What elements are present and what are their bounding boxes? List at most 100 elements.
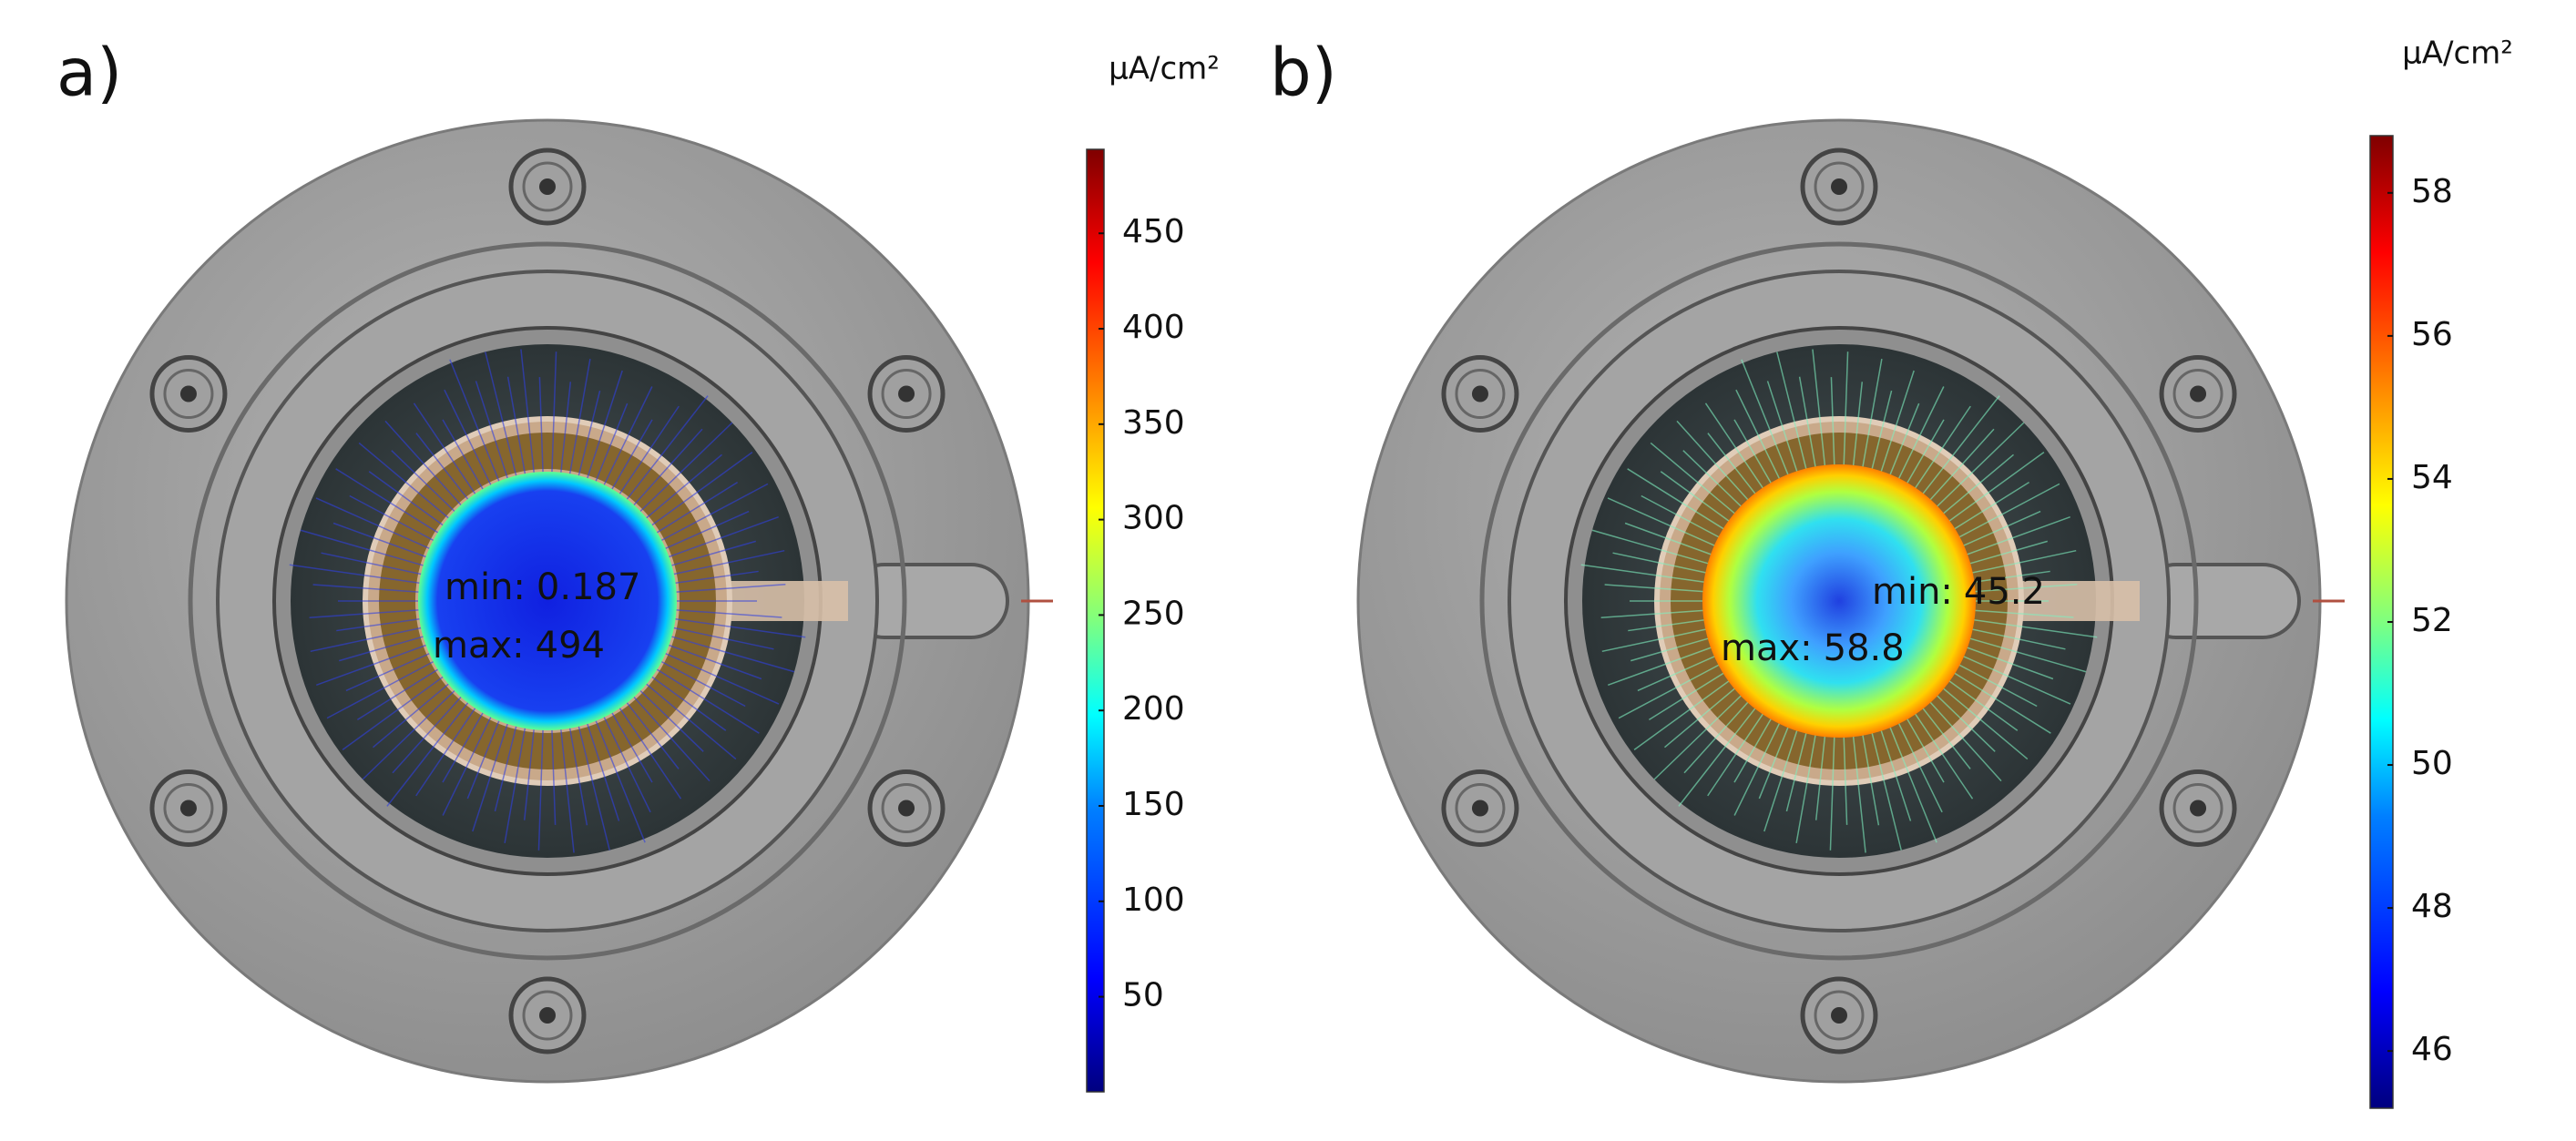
- streamline: [1627, 468, 1732, 535]
- streamline: [1951, 660, 2038, 708]
- streamline: [1860, 726, 1880, 826]
- streamline: [494, 724, 517, 812]
- streamline: [1930, 422, 2025, 514]
- streamline: [1961, 635, 2087, 673]
- streamline: [578, 724, 610, 851]
- colorbar-tick-label: 450: [1122, 213, 1185, 250]
- streamline: [289, 564, 422, 585]
- streamline: [1637, 652, 1723, 692]
- streamline: [1947, 482, 2030, 535]
- streamline: [415, 706, 477, 797]
- streamline: [659, 483, 769, 542]
- streamline: [1851, 382, 1864, 474]
- streamline: [442, 710, 485, 783]
- streamline: [1618, 660, 1727, 719]
- streamline: [520, 349, 536, 474]
- streamline: [551, 728, 557, 825]
- bolt-hex: [898, 800, 915, 817]
- streamline: [568, 726, 588, 826]
- bolt-hex: [539, 178, 556, 195]
- bolt-head: [881, 783, 932, 833]
- streamline: [342, 675, 445, 751]
- groove-ring: [188, 241, 907, 961]
- bolt-hex: [1471, 800, 1488, 817]
- colorbar-tick-label: 200: [1122, 690, 1185, 728]
- streamline: [1624, 522, 1720, 558]
- streamline: [362, 688, 456, 780]
- streamline: [373, 682, 451, 749]
- bolt-hex: [179, 800, 197, 817]
- streamline: [649, 675, 727, 731]
- streamline: [315, 497, 432, 550]
- colorbar-tick-label: 400: [1122, 309, 1185, 346]
- streamline: [1941, 451, 2045, 527]
- streamline: [1707, 706, 1769, 797]
- streamline: [644, 682, 737, 760]
- streamline: [1909, 706, 1974, 800]
- streamline: [1843, 728, 1848, 825]
- colorbar-tick-label: 46: [2411, 1031, 2453, 1068]
- bolt-head: [1455, 783, 1506, 833]
- colorbar-unit: μA/cm²: [1109, 51, 1220, 87]
- streamline: [1924, 695, 2002, 782]
- streamline: [649, 451, 753, 527]
- streamline: [312, 584, 421, 593]
- streamline: [413, 402, 477, 496]
- streamline: [537, 728, 544, 851]
- streamline: [1591, 529, 1717, 567]
- streamline: [644, 453, 722, 520]
- streamline: [1966, 609, 2074, 618]
- streamline: [1653, 688, 1748, 780]
- streamline: [1785, 724, 1809, 812]
- max-annotation: max: 494: [433, 625, 605, 667]
- groove-ring: [1479, 241, 2199, 961]
- streamline: [335, 468, 440, 535]
- streamline: [670, 540, 756, 567]
- streamline: [674, 609, 782, 618]
- streamline: [506, 376, 526, 476]
- streamline: [1648, 667, 1732, 720]
- bolt-head: [1814, 990, 1865, 1041]
- bolt-hex: [2190, 385, 2207, 402]
- colorbar-tick-label: 54: [2411, 459, 2453, 496]
- streamline: [1733, 419, 1776, 492]
- streamline: [659, 660, 746, 708]
- streamline: [632, 428, 703, 507]
- panel-label: b): [1270, 35, 1337, 111]
- streamline: [639, 422, 733, 514]
- streamline: [1917, 700, 1971, 769]
- streamline: [1924, 428, 1995, 507]
- streamline: [1877, 370, 1915, 481]
- streamline: [300, 529, 425, 567]
- streamline: [386, 700, 470, 807]
- min-value: 45.2: [1964, 571, 2045, 613]
- streamline: [655, 482, 739, 535]
- streamline: [663, 652, 780, 705]
- streamline: [356, 667, 440, 720]
- streamline: [1936, 682, 2029, 760]
- streamline: [673, 617, 806, 638]
- streamline: [551, 351, 557, 474]
- streamline: [1902, 710, 1945, 783]
- min-annotation: min: 45.2: [1872, 571, 2045, 613]
- bolt-hex: [539, 1007, 556, 1024]
- colorbar-tick-label: 100: [1122, 881, 1185, 919]
- streamline: [1902, 419, 1945, 492]
- streamline: [326, 660, 435, 719]
- streamline: [391, 450, 456, 514]
- colorbar-unit: μA/cm²: [2402, 36, 2513, 72]
- streamline: [1660, 471, 1737, 527]
- streamline: [671, 549, 785, 576]
- streamline: [1812, 349, 1827, 474]
- streamline: [568, 358, 591, 476]
- streamline: [1965, 570, 2050, 585]
- bolt-head: [1814, 161, 1865, 212]
- streamline: [349, 494, 435, 542]
- streamline: [504, 726, 526, 844]
- streamline: [392, 695, 463, 774]
- streamline: [339, 635, 425, 662]
- streamline: [671, 627, 774, 650]
- colorbar: [1086, 148, 1105, 1093]
- streamline: [1795, 726, 1818, 844]
- streamline: [1608, 644, 1720, 687]
